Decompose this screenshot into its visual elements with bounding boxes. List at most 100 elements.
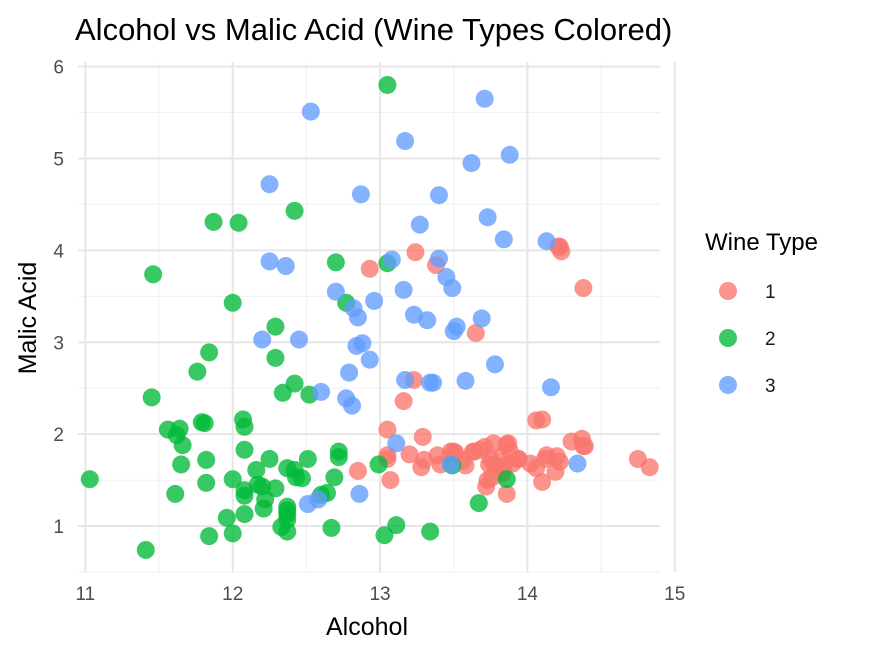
data-point-type-2 — [235, 440, 254, 459]
data-point-type-2 — [223, 293, 242, 312]
legend-swatch-1 — [719, 282, 737, 300]
y-tick-label: 5 — [53, 149, 64, 170]
data-point-type-2 — [173, 436, 192, 455]
x-tick-label: 14 — [517, 584, 539, 605]
data-point-type-2 — [247, 461, 266, 479]
data-point-type-2 — [421, 522, 440, 541]
data-point-type-2 — [229, 213, 248, 232]
y-tick-label: 2 — [53, 425, 64, 446]
data-point-type-2 — [136, 540, 155, 559]
data-point-type-2 — [223, 524, 242, 543]
data-point-type-3 — [478, 208, 497, 227]
data-point-type-1 — [378, 420, 397, 439]
legend-title: Wine Type — [705, 229, 818, 256]
data-point-type-1 — [466, 324, 485, 343]
x-axis-ticks: 11 12 13 14 15 — [75, 584, 685, 605]
data-point-type-2 — [266, 317, 285, 336]
data-point-type-2 — [292, 469, 311, 488]
data-point-type-2 — [204, 212, 223, 231]
data-point-type-3 — [360, 350, 379, 369]
data-point-type-1 — [575, 437, 594, 456]
x-tick-label: 12 — [222, 584, 243, 605]
data-point-type-2 — [497, 470, 516, 489]
legend-items: 1 2 3 — [719, 282, 776, 397]
data-point-type-3 — [429, 186, 448, 205]
data-point-type-3 — [309, 490, 328, 509]
data-point-type-1 — [456, 456, 475, 475]
data-point-type-3 — [462, 154, 481, 173]
data-point-type-1 — [360, 259, 379, 278]
chart-title: Alcohol vs Malic Acid (Wine Types Colore… — [75, 12, 672, 47]
data-point-type-2 — [369, 455, 388, 474]
data-point-type-2 — [387, 516, 406, 535]
data-point-type-3 — [343, 396, 362, 415]
data-point-type-2 — [285, 374, 304, 393]
data-point-type-2 — [172, 455, 191, 474]
data-point-type-3 — [365, 291, 384, 310]
data-point-type-3 — [537, 232, 556, 251]
data-point-type-2 — [278, 522, 297, 541]
y-axis-ticks: 1 2 3 4 5 6 — [53, 58, 64, 538]
data-point-type-2 — [144, 265, 163, 284]
data-point-type-2 — [326, 253, 345, 272]
data-point-type-1 — [497, 484, 516, 503]
data-point-type-1 — [574, 279, 593, 298]
data-point-type-2 — [235, 505, 254, 524]
data-point-type-1 — [413, 427, 432, 446]
y-axis-label: Malic Acid — [14, 262, 42, 375]
data-point-type-3 — [441, 455, 460, 474]
data-point-type-2 — [197, 450, 216, 469]
data-point-type-3 — [353, 334, 372, 353]
data-point-type-3 — [348, 308, 367, 327]
data-point-type-2 — [278, 497, 297, 516]
data-point-type-2 — [298, 449, 317, 468]
data-point-type-3 — [429, 249, 448, 268]
data-point-type-3 — [456, 371, 475, 390]
y-tick-label: 6 — [53, 58, 64, 79]
data-point-type-2 — [469, 494, 488, 513]
x-axis-label: Alcohol — [326, 613, 408, 641]
data-point-type-2 — [188, 362, 207, 381]
data-point-type-2 — [80, 470, 99, 489]
data-point-type-3 — [418, 311, 437, 330]
data-point-type-3 — [472, 309, 491, 328]
data-point-type-3 — [396, 370, 415, 389]
data-point-type-1 — [394, 392, 413, 411]
data-point-type-3 — [500, 145, 519, 164]
data-point-type-3 — [410, 215, 429, 234]
legend-swatch-3 — [719, 376, 737, 394]
data-point-type-3 — [394, 280, 413, 299]
data-point-type-1 — [406, 243, 425, 262]
data-point-type-2 — [223, 470, 242, 489]
data-point-type-3 — [350, 484, 369, 503]
data-point-type-3 — [290, 330, 309, 349]
data-point-type-1 — [348, 461, 367, 480]
data-point-type-2 — [197, 473, 216, 492]
data-point-type-2 — [166, 484, 185, 503]
legend-label-3: 3 — [765, 376, 776, 397]
data-point-type-1 — [400, 445, 419, 464]
data-points — [80, 75, 659, 559]
data-point-type-2 — [217, 508, 236, 527]
data-point-type-2 — [266, 348, 285, 367]
y-tick-label: 1 — [53, 517, 64, 538]
legend: Wine Type 1 2 3 — [705, 229, 818, 397]
data-point-type-1 — [537, 446, 556, 465]
data-point-type-3 — [541, 378, 560, 397]
data-point-type-2 — [260, 449, 279, 468]
data-point-type-3 — [485, 355, 504, 374]
data-point-type-2 — [235, 417, 254, 436]
legend-swatch-2 — [719, 329, 737, 347]
data-point-type-2 — [266, 479, 285, 498]
x-tick-label: 13 — [369, 584, 390, 605]
data-point-type-2 — [195, 414, 214, 433]
data-point-type-3 — [424, 373, 443, 392]
data-point-type-2 — [329, 448, 348, 467]
data-point-type-3 — [326, 282, 345, 301]
data-point-type-1 — [509, 449, 528, 468]
data-point-type-1 — [533, 472, 552, 491]
data-point-type-3 — [253, 330, 272, 349]
data-point-type-1 — [640, 458, 659, 477]
data-point-type-2 — [200, 527, 219, 546]
